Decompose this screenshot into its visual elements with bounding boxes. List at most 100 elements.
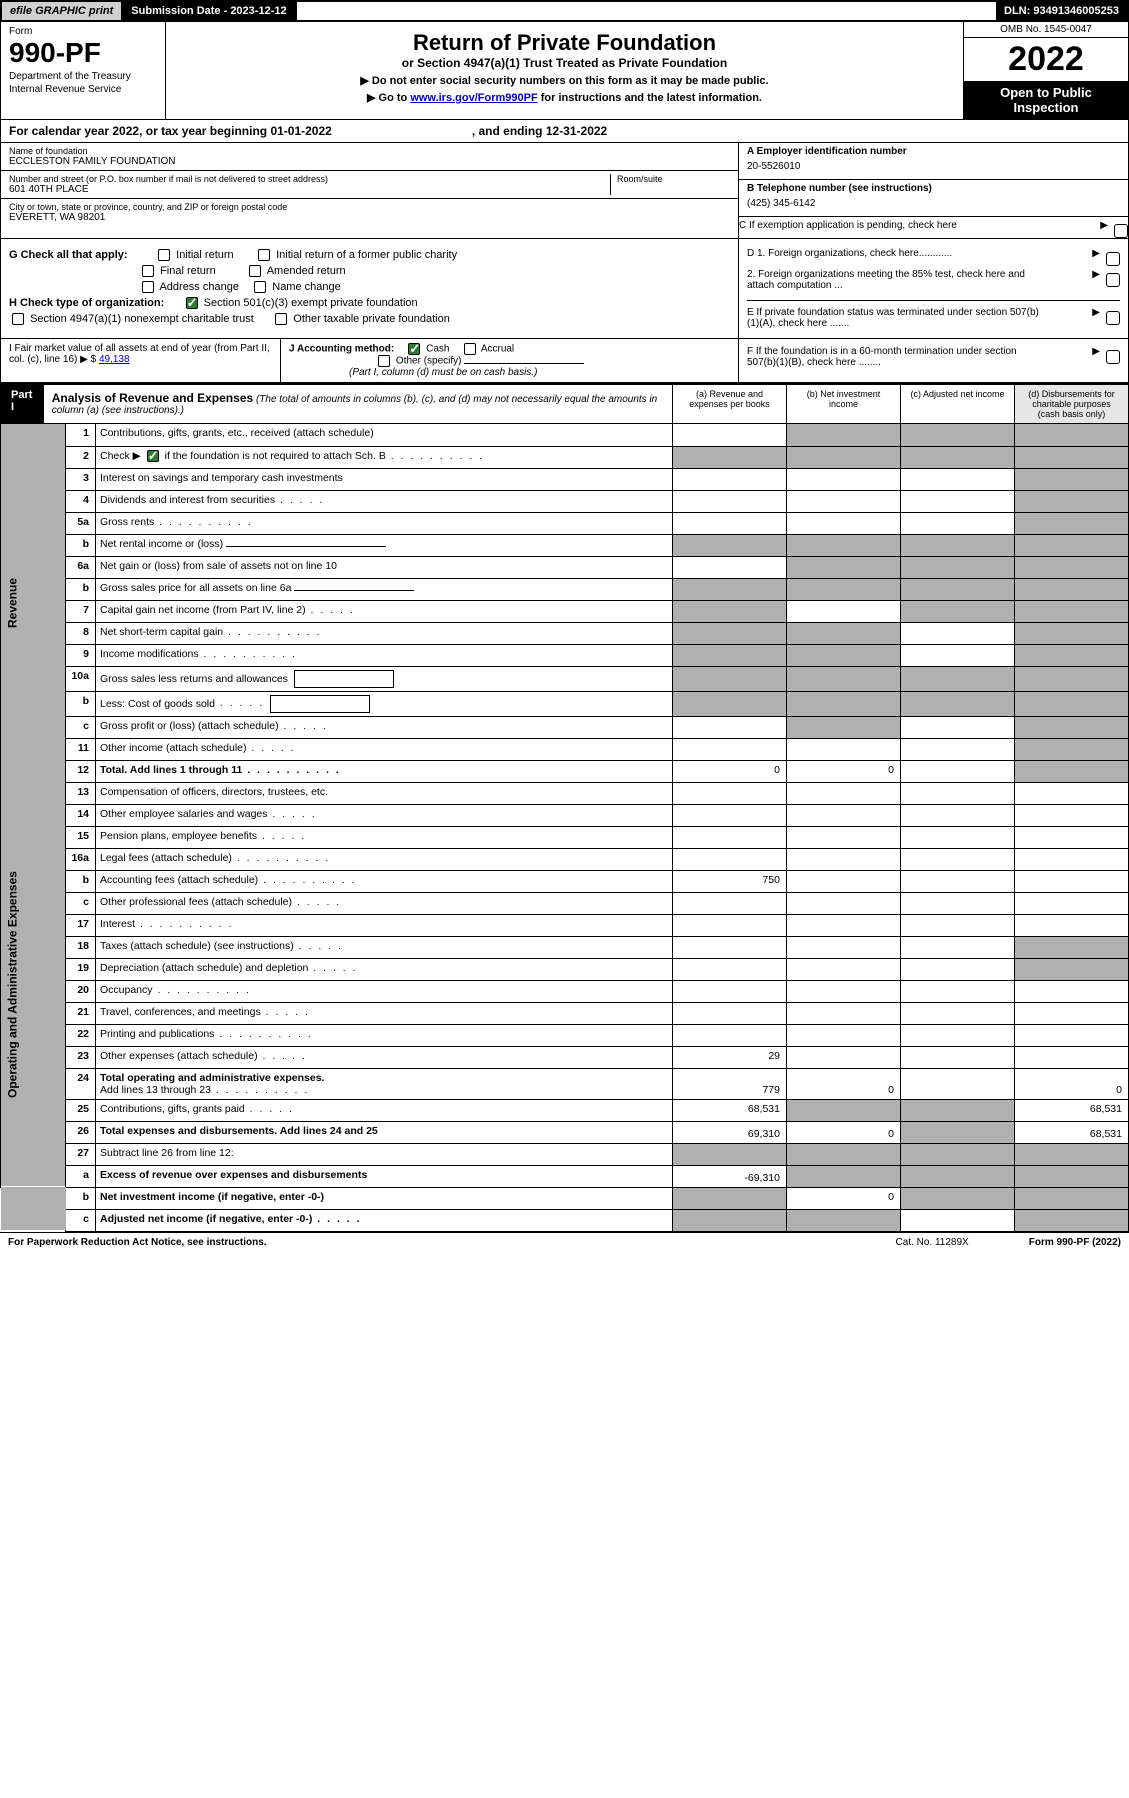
arrow-icon: ▶ <box>1092 346 1100 357</box>
city-state-zip: EVERETT, WA 98201 <box>9 212 730 223</box>
line-desc: Interest on savings and temporary cash i… <box>96 468 673 490</box>
501c3-checkbox[interactable] <box>186 297 198 309</box>
accrual-checkbox[interactable] <box>464 343 476 355</box>
line-desc: Gross profit or (loss) (attach schedule) <box>96 716 673 738</box>
line-desc: Adjusted net income (if negative, enter … <box>96 1209 673 1231</box>
foreign-org-checkbox[interactable] <box>1106 252 1120 266</box>
address-change-checkbox[interactable] <box>142 281 154 293</box>
cat-no: Cat. No. 11289X <box>896 1237 969 1248</box>
expenses-side-label: Operating and Administrative Expenses <box>1 782 66 1187</box>
ein-value: 20-5526010 <box>747 157 1120 176</box>
paperwork-notice: For Paperwork Reduction Act Notice, see … <box>8 1237 267 1248</box>
foundation-name: ECCLESTON FAMILY FOUNDATION <box>9 156 730 167</box>
amt-cell: 68,531 <box>1015 1099 1129 1121</box>
g1-label: Initial return <box>176 249 233 261</box>
d2-label: 2. Foreign organizations meeting the 85%… <box>747 269 1047 291</box>
g5-label: Address change <box>159 281 239 293</box>
initial-former-checkbox[interactable] <box>258 249 270 261</box>
f-label: F If the foundation is in a 60-month ter… <box>747 346 1047 368</box>
line-num: 23 <box>66 1046 96 1068</box>
col-a-header: (a) Revenue and expenses per books <box>672 385 786 423</box>
terminated-checkbox[interactable] <box>1106 311 1120 325</box>
initial-return-checkbox[interactable] <box>158 249 170 261</box>
dept-treasury: Department of the Treasury <box>9 71 157 82</box>
line-desc: Net gain or (loss) from sale of assets n… <box>96 556 673 578</box>
amt-cell: 69,310 <box>673 1121 787 1143</box>
line-num: 15 <box>66 826 96 848</box>
line-desc: Total. Add lines 1 through 11 <box>96 760 673 782</box>
line-desc: Net short-term capital gain <box>96 622 673 644</box>
line-num: 20 <box>66 980 96 1002</box>
line-num: 16a <box>66 848 96 870</box>
page-footer: For Paperwork Reduction Act Notice, see … <box>0 1232 1129 1252</box>
cash-checkbox[interactable] <box>408 343 420 355</box>
j-note: (Part I, column (d) must be on cash basi… <box>289 367 537 378</box>
schb-checkbox[interactable] <box>147 450 159 462</box>
line-num: 3 <box>66 468 96 490</box>
other-taxable-checkbox[interactable] <box>275 313 287 325</box>
4947-checkbox[interactable] <box>12 313 24 325</box>
other-method-checkbox[interactable] <box>378 355 390 367</box>
form-ref: Form 990-PF (2022) <box>1029 1237 1121 1248</box>
line-num: b <box>66 1187 96 1209</box>
amt-cell: 0 <box>787 1068 901 1099</box>
dept-irs: Internal Revenue Service <box>9 84 157 95</box>
line-desc: Gross sales price for all assets on line… <box>96 578 673 600</box>
final-return-checkbox[interactable] <box>142 265 154 277</box>
line-num: b <box>66 870 96 892</box>
form-number: 990-PF <box>9 37 157 69</box>
line-num: 26 <box>66 1121 96 1143</box>
amt-cell: 68,531 <box>673 1099 787 1121</box>
phone-label: B Telephone number (see instructions) <box>747 183 1120 194</box>
line-desc: Net investment income (if negative, ente… <box>96 1187 673 1209</box>
addr-label: Number and street (or P.O. box number if… <box>9 174 610 184</box>
exemption-checkbox[interactable] <box>1114 224 1128 238</box>
amt-cell: 750 <box>673 870 787 892</box>
h3-label: Other taxable private foundation <box>293 313 450 325</box>
line-num: 13 <box>66 782 96 804</box>
calyear-begin: For calendar year 2022, or tax year begi… <box>9 124 332 138</box>
line-num: 8 <box>66 622 96 644</box>
line-num: 2 <box>66 446 96 468</box>
g4-label: Amended return <box>267 265 346 277</box>
line-desc: Interest <box>96 914 673 936</box>
line-desc: Contributions, gifts, grants, etc., rece… <box>96 424 673 446</box>
name-change-checkbox[interactable] <box>254 281 266 293</box>
60month-checkbox[interactable] <box>1106 350 1120 364</box>
line-desc: Other expenses (attach schedule) <box>96 1046 673 1068</box>
foreign-85-checkbox[interactable] <box>1106 273 1120 287</box>
ssn-note: ▶ Do not enter social security numbers o… <box>174 74 955 87</box>
line-num: 24 <box>66 1068 96 1099</box>
line-num: 4 <box>66 490 96 512</box>
arrow-icon: ▶ <box>1092 269 1100 280</box>
efile-print-button[interactable]: efile GRAPHIC print <box>2 2 123 20</box>
line-desc: Subtract line 26 from line 12: <box>96 1143 673 1165</box>
line-num: 11 <box>66 738 96 760</box>
line-num: 27 <box>66 1143 96 1165</box>
line-num: 17 <box>66 914 96 936</box>
ij-block: I Fair market value of all assets at end… <box>0 339 1129 383</box>
entity-block: Name of foundation ECCLESTON FAMILY FOUN… <box>0 143 1129 239</box>
line-num: 21 <box>66 1002 96 1024</box>
line-num: c <box>66 1209 96 1231</box>
goto-pre: ▶ Go to <box>367 92 410 104</box>
part1-title: Analysis of Revenue and Expenses <box>52 391 253 405</box>
checks-block: G Check all that apply: Initial return I… <box>0 239 1129 339</box>
tax-year: 2022 <box>964 38 1128 81</box>
h1-label: Section 501(c)(3) exempt private foundat… <box>204 297 418 309</box>
line-desc: Travel, conferences, and meetings <box>96 1002 673 1024</box>
line-num: 25 <box>66 1099 96 1121</box>
amt-cell: 0 <box>787 1121 901 1143</box>
col-c-header: (c) Adjusted net income <box>900 385 1014 423</box>
fmv-value-link[interactable]: 49,138 <box>99 354 130 365</box>
line-num: 18 <box>66 936 96 958</box>
arrow-icon: ▶ <box>1092 307 1100 318</box>
city-label: City or town, state or province, country… <box>9 202 730 212</box>
accrual-label: Accrual <box>481 344 514 355</box>
name-label: Name of foundation <box>9 146 730 156</box>
line-desc: Other employee salaries and wages <box>96 804 673 826</box>
line-desc: Taxes (attach schedule) (see instruction… <box>96 936 673 958</box>
amended-return-checkbox[interactable] <box>249 265 261 277</box>
irs-link[interactable]: www.irs.gov/Form990PF <box>410 92 537 104</box>
part1-table: Revenue 1Contributions, gifts, grants, e… <box>0 424 1129 1232</box>
